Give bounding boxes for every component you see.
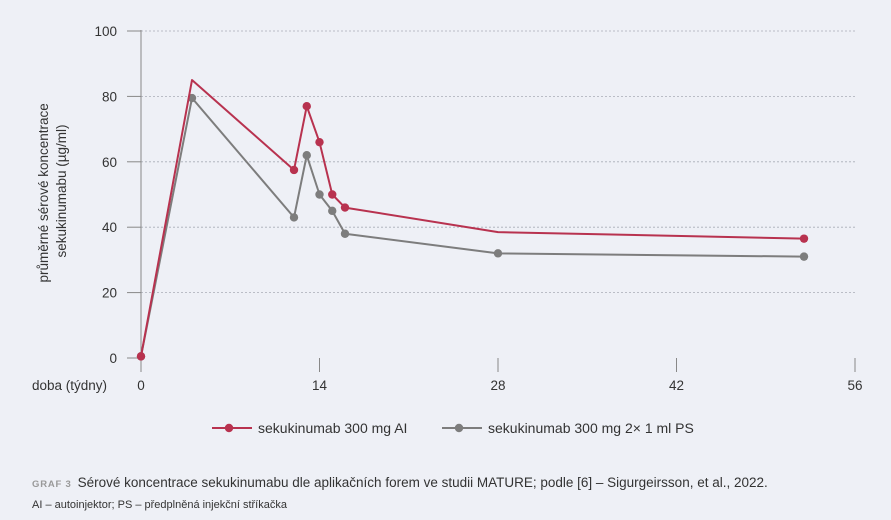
data-point xyxy=(315,190,324,199)
caption-label: GRAF 3 xyxy=(32,479,72,490)
series-line xyxy=(140,79,805,357)
data-point xyxy=(289,213,299,222)
series-layer xyxy=(136,79,809,361)
data-point xyxy=(302,151,311,160)
data-point xyxy=(302,102,311,111)
data-point xyxy=(315,137,324,147)
legend-swatch-marker xyxy=(224,423,234,433)
legend: sekukinumab 300 mg AI sekukinumab 300 mg … xyxy=(212,420,694,436)
y-tick-label: 40 xyxy=(102,220,117,235)
x-tick-labels: 0 14 28 42 56 xyxy=(137,358,863,393)
x-axis-title: doba (týdny) xyxy=(32,378,107,393)
data-point xyxy=(799,252,809,261)
series-2 xyxy=(136,93,809,361)
legend-label: sekukinumab 300 mg 2× 1 ml PS xyxy=(488,420,694,436)
data-point xyxy=(289,165,299,175)
y-tick-label: 60 xyxy=(102,155,117,170)
data-point xyxy=(799,234,809,243)
x-tick-label: 0 xyxy=(137,378,145,393)
legend-swatch-marker xyxy=(454,423,464,433)
y-tick-labels: 0 20 40 60 80 100 xyxy=(94,24,141,366)
y-axis-title-line-1: průměrné sérové koncentrace xyxy=(36,103,51,282)
y-tick-label: 0 xyxy=(109,351,117,366)
data-point xyxy=(340,229,350,238)
legend-item-2: sekukinumab 300 mg 2× 1 ml PS xyxy=(442,420,694,436)
x-tick-label: 28 xyxy=(490,378,505,393)
caption-text: Sérové koncentrace sekukinumabu dle apli… xyxy=(77,475,768,490)
y-axis-title: průměrné sérové koncentrace sekukinumabu… xyxy=(36,99,69,282)
legend-label: sekukinumab 300 mg AI xyxy=(258,420,407,436)
data-point xyxy=(136,352,146,361)
data-point xyxy=(328,190,337,199)
y-axis-title-line-2: sekukinumabu (µg/ml) xyxy=(54,124,69,257)
x-tick-label: 14 xyxy=(312,378,328,393)
data-point xyxy=(328,206,337,216)
series-1 xyxy=(136,79,809,361)
legend-item-1: sekukinumab 300 mg AI xyxy=(212,420,407,436)
data-point xyxy=(340,203,350,212)
caption-note: AI – autoinjektor; PS – předplněná injek… xyxy=(32,499,287,511)
x-tick-label: 42 xyxy=(669,378,684,393)
y-tick-label: 80 xyxy=(102,89,117,104)
y-tick-label: 100 xyxy=(94,24,117,39)
chart: 0 20 40 60 80 100 0 14 28 42 56 doba (týdny) prům… xyxy=(32,24,863,436)
y-tick-label: 20 xyxy=(102,286,117,301)
figure-caption: GRAF 3 Sérové koncentrace sekukinumabu dl… xyxy=(32,474,882,514)
x-tick-label: 56 xyxy=(847,378,862,393)
grid-lines xyxy=(141,30,855,294)
data-point xyxy=(493,249,503,258)
